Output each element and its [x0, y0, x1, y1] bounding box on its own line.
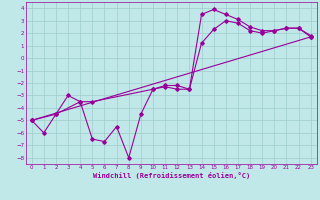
X-axis label: Windchill (Refroidissement éolien,°C): Windchill (Refroidissement éolien,°C)	[92, 172, 250, 179]
